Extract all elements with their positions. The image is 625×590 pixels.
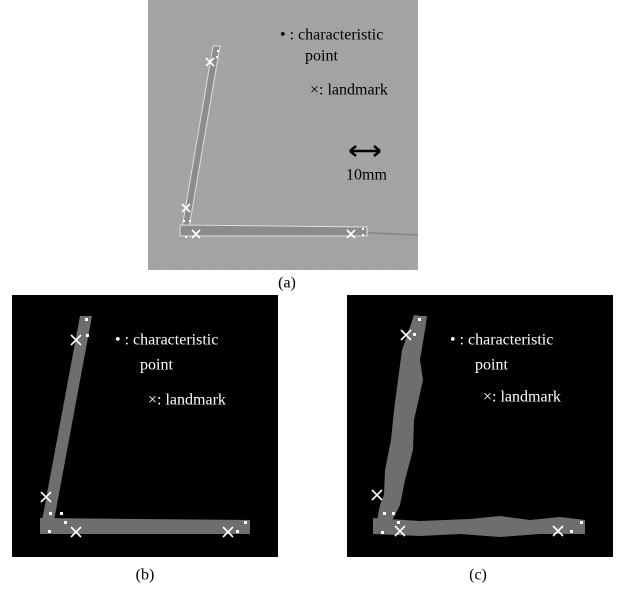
legend-text: point (140, 357, 173, 374)
caption: (a) (278, 275, 296, 292)
panel-c: • : characteristic point ×: landmark (c) (347, 295, 613, 584)
caption: (c) (469, 567, 487, 584)
legend-text: point (475, 357, 508, 374)
legend-text: ×: landmark (310, 82, 388, 99)
panel-b: • : characteristic point ×: landmark (b) (12, 295, 278, 584)
figure: • : characteristic point ×: landmark 10m… (0, 0, 625, 590)
legend-text: • : characteristic (280, 27, 383, 44)
panel-a: • : characteristic point ×: landmark 10m… (148, 0, 418, 292)
legend-text: ×: landmark (148, 392, 226, 409)
caption: (b) (136, 567, 155, 584)
legend-text: point (305, 48, 338, 65)
scale-label: 10mm (346, 167, 387, 184)
legend-text: • : characteristic (115, 332, 218, 349)
horizontal-bar (180, 225, 367, 236)
horizontal-bar (40, 518, 250, 534)
legend-text: ×: landmark (483, 389, 561, 406)
legend-text: • : characteristic (450, 332, 553, 349)
